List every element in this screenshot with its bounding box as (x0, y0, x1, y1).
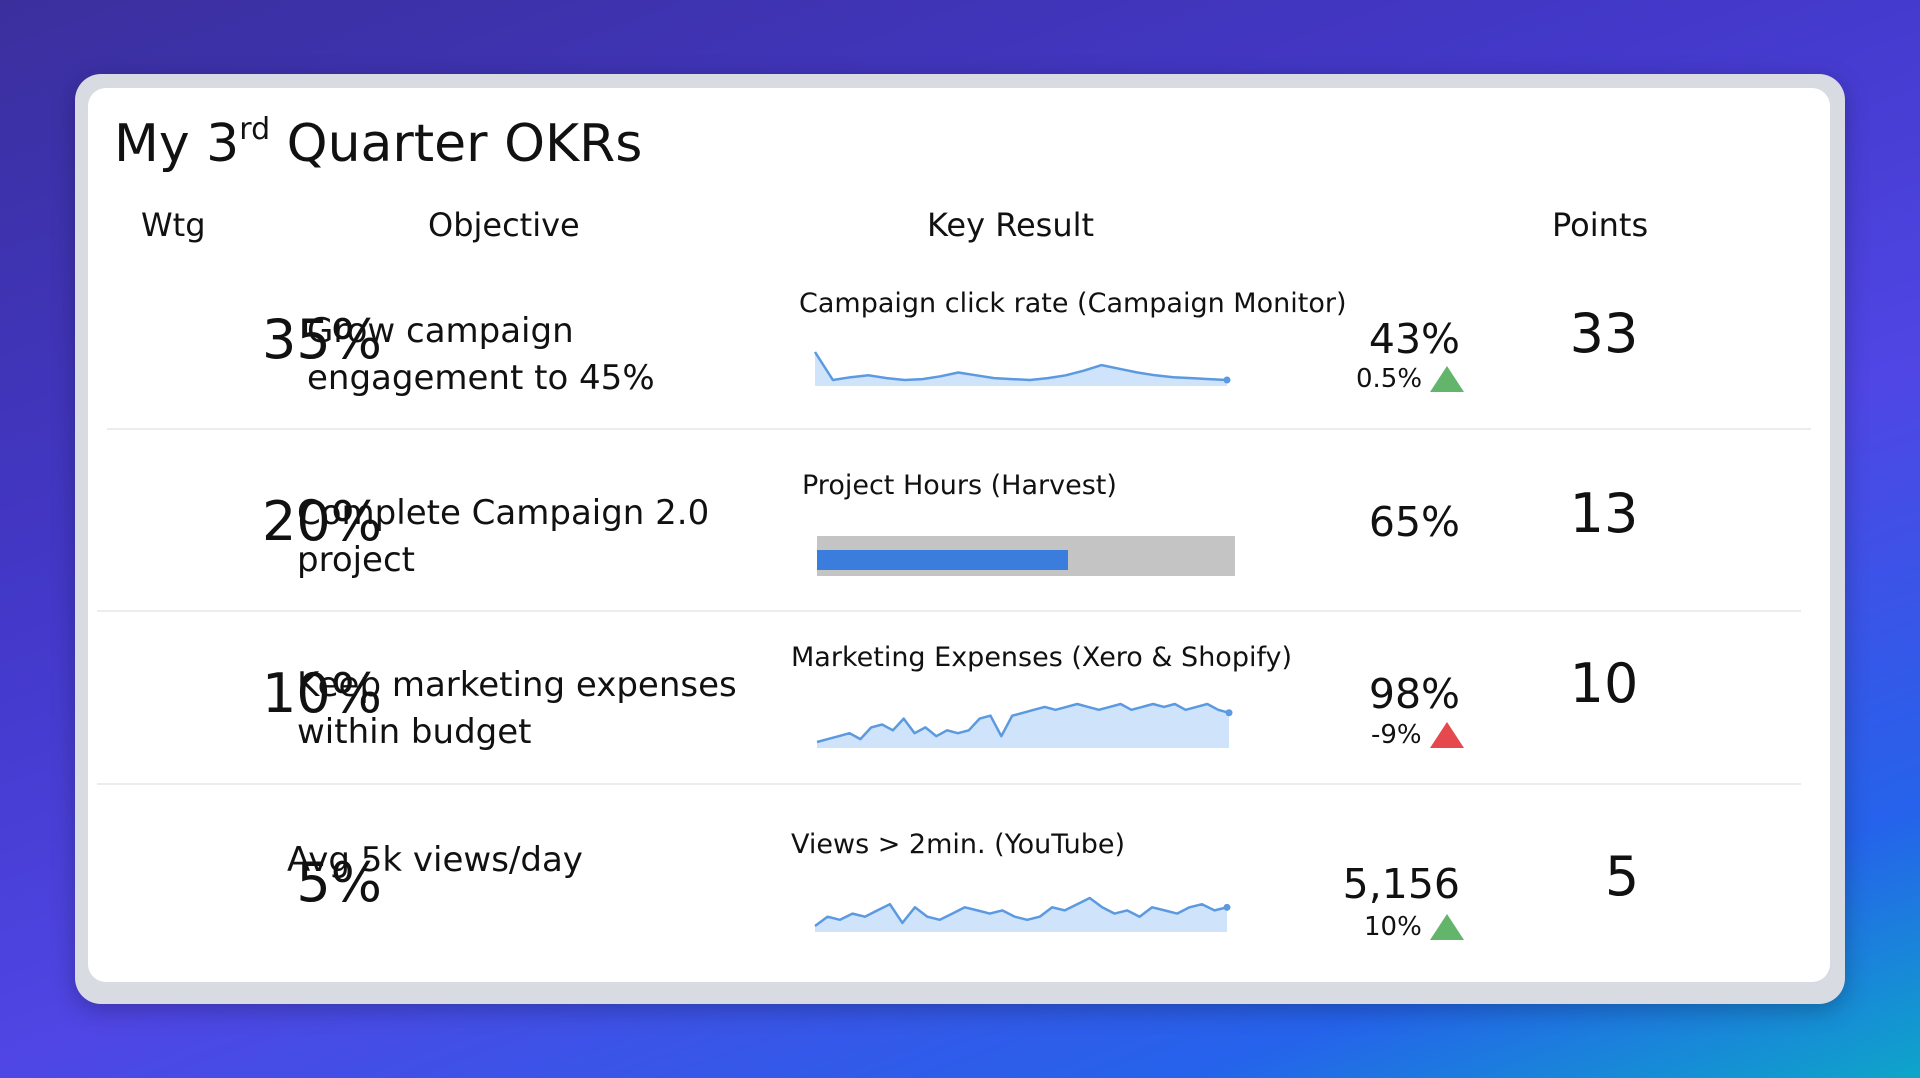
sparkline-end-dot (1225, 709, 1233, 717)
sparkline-area (815, 352, 1227, 386)
sparkline-marketing-expenses (816, 702, 1233, 748)
title-superscript: rd (239, 112, 271, 147)
delta-indicator: 10% (1364, 912, 1464, 942)
delta-indicator: -9% (1371, 720, 1464, 750)
progress-bar-fill (817, 550, 1068, 570)
delta-value: 0.5% (1356, 364, 1423, 394)
points-value: 33 (1569, 302, 1639, 365)
delta-value: -9% (1371, 720, 1422, 750)
weight-value: 5% (296, 851, 382, 914)
progress-bar-track (817, 536, 1235, 576)
key-result-value: 98% (1368, 670, 1460, 718)
weight-value: 20% (261, 490, 382, 553)
key-result-value: 5,156 (1342, 860, 1460, 908)
objective-text: Complete Campaign 2.0 project (297, 493, 710, 580)
okr-card: My 3rd Quarter OKRs Wtg Objective Key Re… (88, 88, 1830, 982)
triangle-up-red-icon (1429, 722, 1464, 748)
points-value: 10 (1569, 652, 1639, 715)
weight-value: 35% (261, 308, 382, 371)
triangle-up-green-icon (1430, 366, 1465, 392)
sparkline-line (814, 896, 1228, 928)
points-value: 5 (1604, 845, 1640, 908)
points-value: 13 (1569, 482, 1639, 545)
key-result-value: 43% (1368, 315, 1460, 363)
header-key-result: Key Result (927, 206, 1095, 244)
row-divider (107, 428, 1811, 430)
key-result-value: 65% (1368, 498, 1460, 546)
dashboard-frame: My 3rd Quarter OKRs Wtg Objective Key Re… (75, 74, 1845, 1004)
objective-text: Keep marketing expenses within budget (297, 665, 737, 752)
row-divider (97, 783, 1801, 785)
header-points: Points (1552, 206, 1649, 244)
sparkline-end-dot (1223, 903, 1231, 911)
row-divider (97, 610, 1801, 612)
sparkline-line (813, 351, 1228, 382)
sparkline-click-rate (813, 351, 1231, 386)
key-result-label: Marketing Expenses (Xero & Shopify) (791, 642, 1293, 673)
page-title: My 3rd Quarter OKRs (114, 112, 643, 174)
sparkline-area (817, 704, 1229, 748)
weight-value: 10% (261, 662, 382, 725)
key-result-label: Campaign click rate (Campaign Monitor) (799, 288, 1347, 319)
header-wtg: Wtg (141, 206, 206, 244)
key-result-label: Project Hours (Harvest) (802, 470, 1117, 501)
sparkline-area (815, 898, 1227, 932)
key-result-label: Views > 2min. (YouTube) (791, 829, 1126, 860)
objective-text: Grow campaign engagement to 45% (307, 311, 655, 398)
delta-indicator: 0.5% (1356, 364, 1465, 394)
triangle-up-green-icon (1429, 914, 1464, 940)
delta-value: 10% (1364, 912, 1422, 942)
sparkline-youtube-views (814, 896, 1231, 932)
objective-text: Avg 5k views/day (287, 840, 583, 880)
header-objective: Objective (428, 206, 580, 244)
sparkline-line (816, 702, 1230, 744)
sparkline-end-dot (1223, 376, 1231, 384)
